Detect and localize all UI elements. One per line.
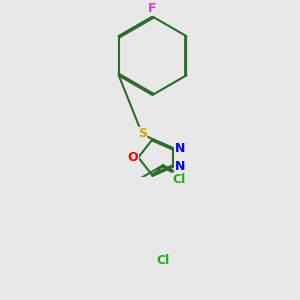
Text: Cl: Cl <box>156 254 170 267</box>
Text: F: F <box>148 2 157 15</box>
Text: N: N <box>175 160 185 173</box>
Text: N: N <box>175 142 185 155</box>
Text: S: S <box>138 128 147 140</box>
Text: Cl: Cl <box>172 173 185 186</box>
Text: O: O <box>128 151 138 164</box>
